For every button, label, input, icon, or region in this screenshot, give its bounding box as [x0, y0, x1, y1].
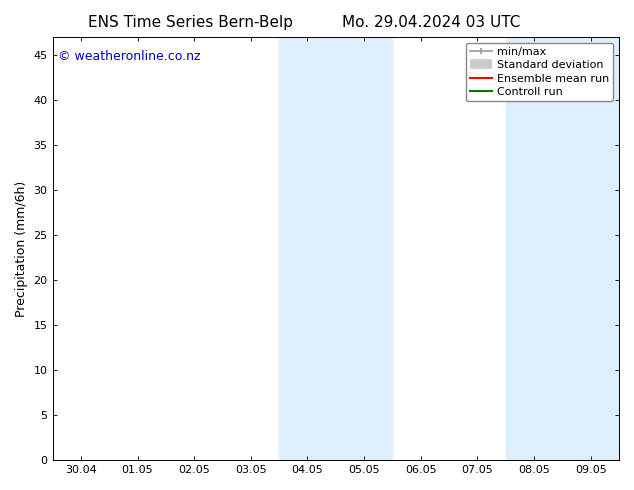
Y-axis label: Precipitation (mm/6h): Precipitation (mm/6h) — [15, 180, 28, 317]
Bar — [506, 37, 619, 460]
Bar — [279, 37, 392, 460]
Text: Mo. 29.04.2024 03 UTC: Mo. 29.04.2024 03 UTC — [342, 15, 521, 30]
Text: © weatheronline.co.nz: © weatheronline.co.nz — [58, 50, 201, 63]
Text: ENS Time Series Bern-Belp: ENS Time Series Bern-Belp — [87, 15, 293, 30]
Legend: min/max, Standard deviation, Ensemble mean run, Controll run: min/max, Standard deviation, Ensemble me… — [465, 43, 614, 101]
